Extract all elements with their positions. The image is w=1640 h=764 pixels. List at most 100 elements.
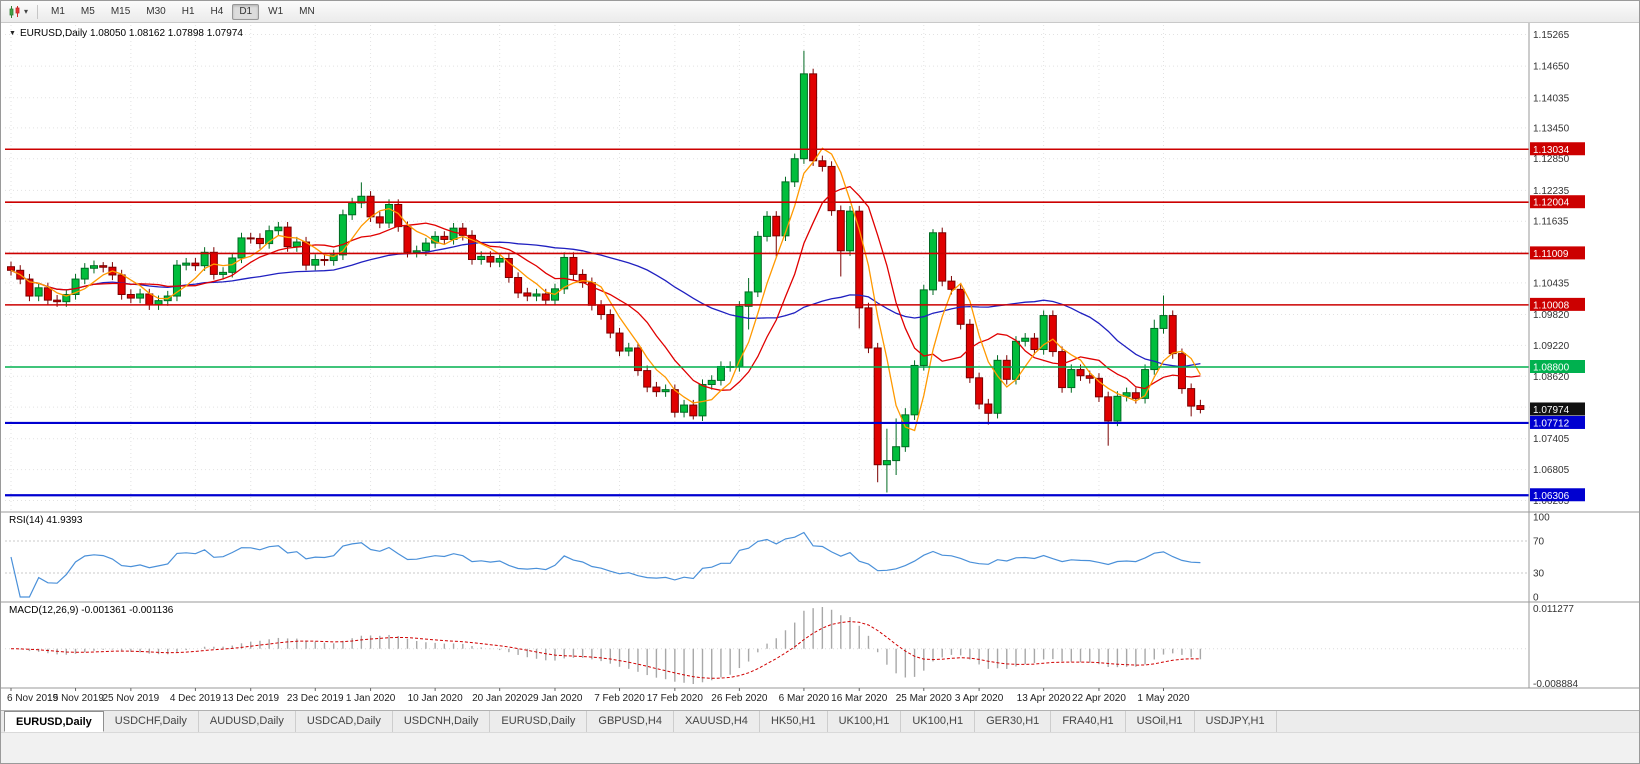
chart-ohlc-values: 1.08050 1.08162 1.07898 1.07974 bbox=[89, 28, 243, 39]
svg-text:25 Mar 2020: 25 Mar 2020 bbox=[896, 693, 953, 704]
svg-text:1.13450: 1.13450 bbox=[1533, 123, 1570, 134]
svg-text:1.10435: 1.10435 bbox=[1533, 278, 1570, 289]
svg-text:15 Nov 2019: 15 Nov 2019 bbox=[47, 693, 104, 704]
chart-canvas[interactable]: 1.15265 1.14650 1.14035 1.13450 1.12850 1.122… bbox=[1, 23, 1640, 710]
chart-tab-hk50-h1[interactable]: HK50,H1 bbox=[759, 711, 828, 732]
panel-frame bbox=[1, 23, 1639, 689]
chart-type-button[interactable]: ▾ bbox=[5, 4, 31, 20]
chart-tab-usdcad-daily[interactable]: USDCAD,Daily bbox=[295, 711, 393, 732]
chart-tab-uk100-h1[interactable]: UK100,H1 bbox=[901, 711, 976, 732]
svg-text:30: 30 bbox=[1533, 569, 1545, 580]
chart-tab-usoil-h1[interactable]: USOil,H1 bbox=[1125, 711, 1195, 732]
macd-panel: 0.011277 -0.008884 bbox=[5, 604, 1578, 690]
svg-text:1.07712: 1.07712 bbox=[1533, 418, 1570, 429]
svg-text:10 Jan 2020: 10 Jan 2020 bbox=[408, 693, 463, 704]
svg-text:1 May 2020: 1 May 2020 bbox=[1137, 693, 1190, 704]
svg-text:1.14650: 1.14650 bbox=[1533, 62, 1570, 73]
svg-text:1.06205: 1.06205 bbox=[1533, 496, 1570, 507]
svg-text:100: 100 bbox=[1533, 513, 1550, 524]
status-area bbox=[1, 732, 1639, 763]
svg-text:-0.008884: -0.008884 bbox=[1533, 679, 1578, 690]
price-axis-tag: 1.10008 bbox=[1530, 297, 1585, 311]
toolbar: ▾ M1 M5 M15 M30 H1 H4 D1 W1 MN bbox=[1, 1, 1639, 23]
timeframe-button-d1[interactable]: D1 bbox=[232, 3, 260, 20]
svg-text:1.06306: 1.06306 bbox=[1533, 491, 1570, 502]
timeframe-button-m15[interactable]: M15 bbox=[110, 5, 131, 17]
macd-signal-line bbox=[10, 620, 1201, 679]
svg-text:13 Apr 2020: 13 Apr 2020 bbox=[1017, 693, 1071, 704]
svg-text:0.011277: 0.011277 bbox=[1533, 604, 1574, 615]
svg-text:20 Jan 2020: 20 Jan 2020 bbox=[472, 693, 527, 704]
rsi-panel: 100 70 30 0 bbox=[5, 513, 1550, 604]
svg-text:17 Feb 2020: 17 Feb 2020 bbox=[647, 693, 704, 704]
svg-text:1.09220: 1.09220 bbox=[1533, 341, 1570, 352]
chart-title: ▼ EURUSD,Daily 1.08050 1.08162 1.07898 1.… bbox=[9, 28, 243, 39]
svg-text:13 Dec 2019: 13 Dec 2019 bbox=[222, 693, 279, 704]
svg-text:1.07405: 1.07405 bbox=[1533, 434, 1570, 445]
price-axis-tag: 1.13034 bbox=[1530, 142, 1585, 156]
timeframe-button-h1[interactable]: H1 bbox=[181, 5, 195, 17]
svg-text:25 Nov 2019: 25 Nov 2019 bbox=[103, 693, 160, 704]
macd-values: -0.001361 -0.001136 bbox=[81, 605, 174, 616]
rsi-indicator-label: RSI(14) 41.9393 bbox=[9, 515, 82, 526]
price-axis-tag: 1.08800 bbox=[1530, 360, 1585, 374]
ma-10-line bbox=[10, 185, 1201, 391]
svg-text:6 Nov 2019: 6 Nov 2019 bbox=[7, 693, 59, 704]
svg-text:26 Feb 2020: 26 Feb 2020 bbox=[711, 693, 768, 704]
chart-tabs: EURUSD,Daily USDCHF,Daily AUDUSD,Daily USDC… bbox=[1, 710, 1639, 732]
chart-tab-usdchf-daily[interactable]: USDCHF,Daily bbox=[103, 711, 199, 732]
rsi-line bbox=[10, 531, 1201, 598]
chart-tab-usdjpy-h1[interactable]: USDJPY,H1 bbox=[1194, 711, 1277, 732]
svg-text:1.15265: 1.15265 bbox=[1533, 30, 1570, 41]
timeframe-button-m30[interactable]: M30 bbox=[146, 5, 166, 17]
rsi-value: 41.9393 bbox=[46, 515, 83, 526]
timeframe-button-m5[interactable]: M5 bbox=[80, 5, 95, 17]
toolbar-separator bbox=[37, 4, 39, 19]
chart-tab-eurusd-daily[interactable]: EURUSD,Daily bbox=[490, 711, 588, 732]
collapse-triangle-icon[interactable]: ▼ bbox=[9, 30, 16, 37]
chart-tab-gbpusd-h4[interactable]: GBPUSD,H4 bbox=[587, 711, 674, 732]
svg-text:0: 0 bbox=[1533, 593, 1539, 604]
svg-text:1.12004: 1.12004 bbox=[1533, 198, 1570, 209]
svg-text:7 Feb 2020: 7 Feb 2020 bbox=[594, 693, 645, 704]
chart-tab-eurusd-daily[interactable]: EURUSD,Daily bbox=[4, 711, 104, 732]
svg-text:16 Mar 2020: 16 Mar 2020 bbox=[831, 693, 888, 704]
svg-text:6 Mar 2020: 6 Mar 2020 bbox=[779, 693, 830, 704]
rsi-name: RSI(14) bbox=[9, 515, 44, 526]
svg-text:1.13034: 1.13034 bbox=[1533, 145, 1570, 156]
svg-text:70: 70 bbox=[1533, 537, 1545, 548]
macd-indicator-label: MACD(12,26,9) -0.001361 -0.001136 bbox=[9, 605, 173, 616]
svg-text:1.08620: 1.08620 bbox=[1533, 372, 1570, 383]
svg-text:1.11009: 1.11009 bbox=[1533, 249, 1569, 260]
svg-text:3 Apr 2020: 3 Apr 2020 bbox=[955, 693, 1004, 704]
svg-text:1.14035: 1.14035 bbox=[1533, 93, 1570, 104]
timeframe-button-mn[interactable]: MN bbox=[299, 5, 315, 17]
chart-tab-xauusd-h4[interactable]: XAUUSD,H4 bbox=[673, 711, 760, 732]
chart-tab-audusd-daily[interactable]: AUDUSD,Daily bbox=[198, 711, 296, 732]
svg-text:1.10008: 1.10008 bbox=[1533, 300, 1570, 311]
chart-tab-fra40-h1[interactable]: FRA40,H1 bbox=[1051, 711, 1126, 732]
price-axis-tag: 1.11009 bbox=[1530, 246, 1585, 260]
chart-tab-usdcnh-daily[interactable]: USDCNH,Daily bbox=[392, 711, 491, 732]
svg-text:1 Jan 2020: 1 Jan 2020 bbox=[346, 693, 396, 704]
chart-tab-ger30-h1[interactable]: GER30,H1 bbox=[975, 711, 1052, 732]
svg-text:22 Apr 2020: 22 Apr 2020 bbox=[1072, 693, 1126, 704]
svg-text:1.09820: 1.09820 bbox=[1533, 310, 1570, 321]
timeframe-button-h4[interactable]: H4 bbox=[210, 5, 224, 17]
chart-tab-uk100-h1[interactable]: UK100,H1 bbox=[827, 711, 902, 732]
macd-histogram bbox=[19, 607, 1202, 684]
svg-text:1.12850: 1.12850 bbox=[1533, 154, 1570, 165]
svg-text:1.07974: 1.07974 bbox=[1533, 405, 1570, 416]
timeframe-button-m1[interactable]: M1 bbox=[51, 5, 65, 17]
timeframe-buttons: M1 M5 M15 M30 H1 H4 D1 W1 MN bbox=[44, 3, 322, 20]
timeframe-button-w1[interactable]: W1 bbox=[268, 5, 284, 17]
svg-text:1.11635: 1.11635 bbox=[1533, 217, 1569, 228]
svg-text:1.06805: 1.06805 bbox=[1533, 465, 1570, 476]
candlestick-chart-icon bbox=[9, 5, 20, 18]
caret-down-icon: ▾ bbox=[24, 7, 29, 16]
ma-5-line bbox=[10, 147, 1201, 432]
svg-text:29 Jan 2020: 29 Jan 2020 bbox=[527, 693, 582, 704]
price-axis-tag: 1.06306 bbox=[1530, 488, 1585, 502]
